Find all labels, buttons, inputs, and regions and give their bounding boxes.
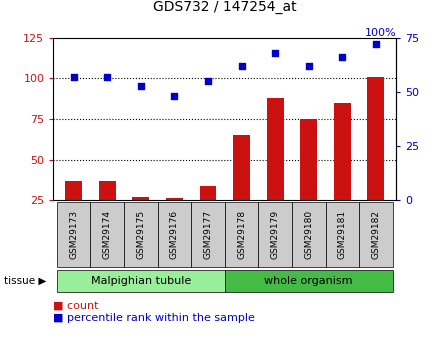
Bar <box>65 181 82 200</box>
FancyBboxPatch shape <box>90 202 124 267</box>
Point <box>204 78 211 84</box>
Text: 100%: 100% <box>364 28 396 38</box>
Text: tissue ▶: tissue ▶ <box>4 276 47 286</box>
Point <box>70 74 77 80</box>
FancyBboxPatch shape <box>325 202 359 267</box>
Text: GDS732 / 147254_at: GDS732 / 147254_at <box>153 0 296 14</box>
Text: ■ count: ■ count <box>53 301 99 311</box>
FancyBboxPatch shape <box>225 270 392 292</box>
Text: GSM29173: GSM29173 <box>69 210 78 259</box>
Point <box>372 42 380 47</box>
Bar <box>199 186 216 200</box>
FancyBboxPatch shape <box>359 202 392 267</box>
Point <box>104 74 111 80</box>
Point <box>339 55 346 60</box>
Text: whole organism: whole organism <box>264 276 353 286</box>
Text: Malpighian tubule: Malpighian tubule <box>91 276 191 286</box>
FancyBboxPatch shape <box>57 270 225 292</box>
Text: ■ percentile rank within the sample: ■ percentile rank within the sample <box>53 313 255 323</box>
FancyBboxPatch shape <box>158 202 191 267</box>
Point <box>238 63 245 69</box>
Text: GSM29175: GSM29175 <box>136 210 145 259</box>
Text: GSM29181: GSM29181 <box>338 210 347 259</box>
Point <box>305 63 312 69</box>
Bar <box>267 98 283 200</box>
Text: GSM29176: GSM29176 <box>170 210 179 259</box>
Point <box>137 83 144 88</box>
Bar <box>99 181 116 200</box>
Text: GSM29174: GSM29174 <box>103 210 112 259</box>
Point <box>171 93 178 99</box>
FancyBboxPatch shape <box>57 202 90 267</box>
FancyBboxPatch shape <box>225 202 258 267</box>
Bar <box>166 198 183 200</box>
Bar <box>233 135 250 200</box>
Bar <box>300 119 317 200</box>
FancyBboxPatch shape <box>124 202 158 267</box>
FancyBboxPatch shape <box>292 202 325 267</box>
FancyBboxPatch shape <box>258 202 292 267</box>
Bar <box>334 103 351 200</box>
Point <box>271 50 279 56</box>
FancyBboxPatch shape <box>191 202 225 267</box>
Text: GSM29177: GSM29177 <box>203 210 212 259</box>
Bar <box>368 77 384 200</box>
Text: GSM29182: GSM29182 <box>372 210 380 259</box>
Text: GSM29179: GSM29179 <box>271 210 279 259</box>
Text: GSM29180: GSM29180 <box>304 210 313 259</box>
Bar <box>132 197 149 200</box>
Text: GSM29178: GSM29178 <box>237 210 246 259</box>
